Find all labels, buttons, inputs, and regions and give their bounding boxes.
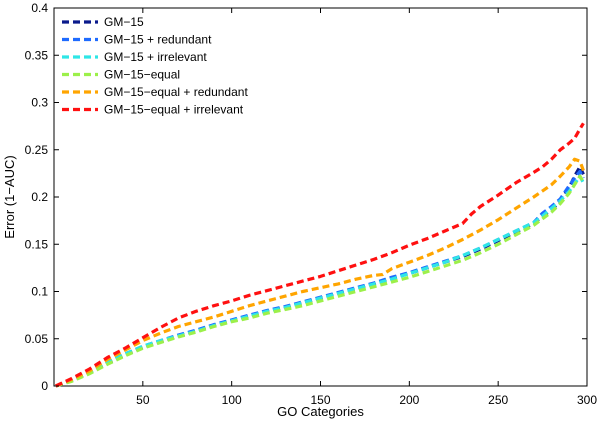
legend-label: GM−15−equal + redundant xyxy=(104,85,248,99)
x-tick-label: 50 xyxy=(136,393,150,407)
series-line-4 xyxy=(55,174,585,388)
legend-label: GM−15 xyxy=(104,15,144,29)
y-tick-label: 0.15 xyxy=(25,237,49,251)
series-line-6 xyxy=(55,122,585,388)
legend-label: GM−15 + irrelevant xyxy=(104,50,207,64)
series-lines xyxy=(55,122,585,388)
series-line-3 xyxy=(55,174,585,388)
y-axis: 0 0.05 0.1 0.15 0.2 0.25 0.3 0.35 0.4 xyxy=(25,1,587,393)
legend: GM−15 GM−15 + redundant GM−15 + irrelevant… xyxy=(62,15,248,117)
legend-label: GM−15 + redundant xyxy=(104,33,212,47)
legend-label: GM−15−equal + irrelevant xyxy=(104,103,244,117)
y-tick-label: 0.1 xyxy=(31,285,48,299)
x-tick-label: 250 xyxy=(488,393,508,407)
legend-label: GM−15−equal xyxy=(104,68,180,82)
y-tick-label: 0 xyxy=(41,379,48,393)
y-tick-label: 0.25 xyxy=(25,143,49,157)
series-line-5 xyxy=(55,157,585,388)
y-axis-title: Error (1−AUC) xyxy=(2,155,17,238)
axes-frame xyxy=(53,7,588,387)
x-axis-title: GO Categories xyxy=(277,404,364,419)
y-tick-label: 0.2 xyxy=(31,190,48,204)
x-tick-label: 150 xyxy=(310,393,330,407)
plot-area xyxy=(53,7,588,387)
y-tick-label: 0.4 xyxy=(31,1,48,15)
x-tick-label: 300 xyxy=(577,393,597,407)
x-axis: 50 100 150 200 250 300 xyxy=(136,8,597,407)
y-tick-label: 0.35 xyxy=(25,48,49,62)
x-tick-label: 200 xyxy=(399,393,419,407)
x-tick-label: 100 xyxy=(222,393,242,407)
series-line-2 xyxy=(55,169,585,388)
y-tick-label: 0.3 xyxy=(31,96,48,110)
y-tick-label: 0.05 xyxy=(25,332,49,346)
